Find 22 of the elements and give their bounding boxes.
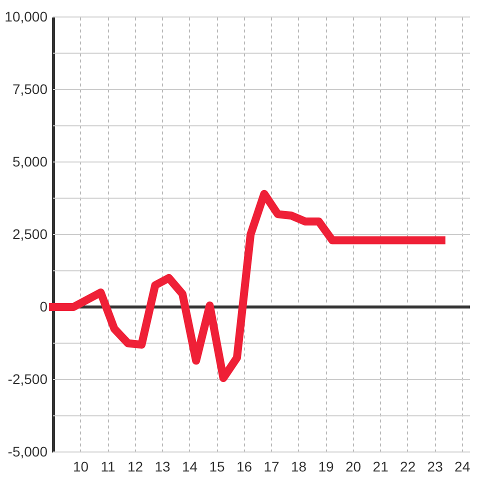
x-tick-label: 12 [127, 458, 144, 474]
y-tick-label: 0 [40, 298, 48, 314]
x-tick-label: 11 [100, 458, 116, 474]
x-tick-label: 13 [154, 458, 171, 474]
y-tick-label: 7,500 [12, 81, 48, 97]
x-tick-label: 15 [209, 458, 226, 474]
y-tick-label: 2,500 [12, 226, 48, 242]
x-tick-label: 20 [346, 458, 362, 474]
y-tick-label: -2,500 [8, 371, 48, 387]
x-tick-label: 18 [291, 458, 307, 474]
x-tick-label: 10 [72, 458, 89, 474]
x-tick-label: 14 [182, 458, 198, 474]
x-tick-label: 24 [454, 458, 470, 474]
y-tick-label: 10,000 [4, 8, 48, 24]
y-tick-label: -5,000 [8, 444, 48, 460]
x-tick-label: 23 [427, 458, 444, 474]
x-tick-label: 19 [318, 458, 334, 474]
x-tick-label: 17 [264, 458, 280, 474]
x-tick-label: 21 [372, 458, 389, 474]
y-tick-label: 5,000 [12, 154, 48, 170]
x-tick-label: 16 [236, 458, 252, 474]
x-tick-label: 22 [400, 458, 416, 474]
